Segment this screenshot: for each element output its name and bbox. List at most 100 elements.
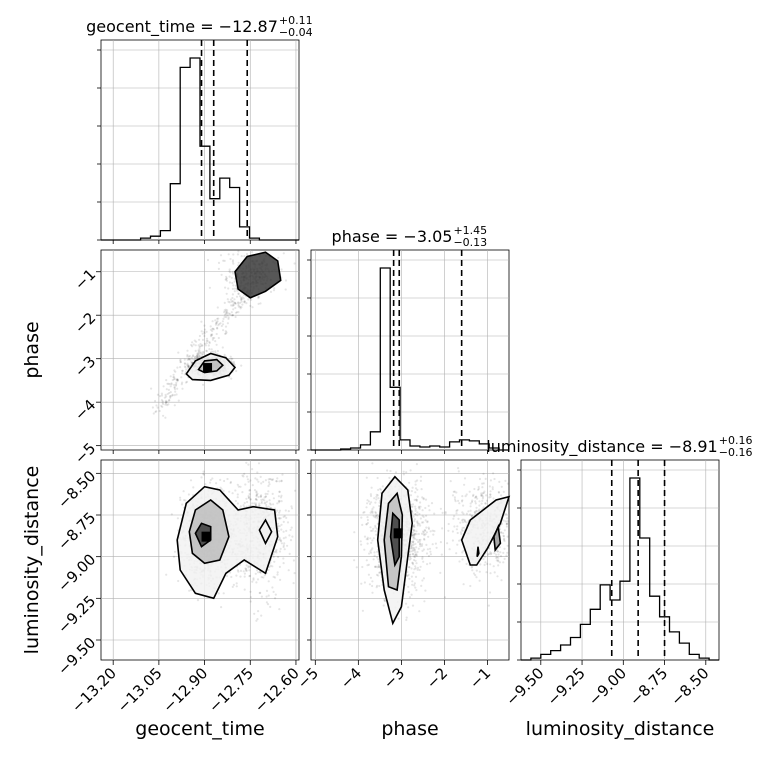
sample-point	[471, 565, 474, 568]
sample-point	[405, 602, 408, 605]
sample-point	[412, 536, 415, 539]
sample-point	[271, 586, 274, 589]
sample-point	[280, 268, 283, 271]
sample-point	[209, 328, 212, 331]
sample-point	[232, 253, 235, 256]
sample-point	[488, 485, 491, 488]
sample-point	[166, 382, 169, 385]
sample-point	[224, 312, 228, 315]
sample-point	[375, 493, 378, 496]
sample-point	[488, 552, 491, 556]
ytick-label-phase: −3	[71, 352, 99, 380]
sample-point	[411, 534, 414, 537]
sample-point	[439, 571, 442, 575]
sample-point	[196, 353, 200, 356]
sample-point	[388, 476, 391, 479]
sample-point	[411, 540, 414, 543]
ytick-label-phase: −4	[71, 396, 99, 424]
sample-point	[419, 543, 422, 546]
sample-point	[482, 491, 485, 495]
sample-point	[496, 575, 499, 578]
sample-point	[415, 498, 418, 501]
sample-point	[186, 353, 189, 357]
sample-point	[409, 550, 412, 553]
histogram-phase	[311, 267, 509, 451]
sample-point	[369, 526, 372, 529]
sample-point	[447, 529, 450, 532]
sample-point	[245, 252, 249, 256]
sample-point	[179, 359, 182, 362]
sample-point	[475, 510, 478, 513]
sample-point	[500, 494, 503, 497]
sample-point	[451, 539, 454, 542]
sample-point	[250, 298, 253, 301]
sample-point	[499, 555, 503, 558]
sample-point	[237, 485, 240, 488]
sample-point	[258, 295, 261, 298]
sample-point	[260, 482, 263, 485]
sample-point	[457, 470, 460, 473]
sample-point	[423, 537, 426, 541]
sample-point	[244, 567, 247, 570]
sample-point	[211, 327, 214, 330]
sample-point	[275, 480, 278, 483]
sample-point	[166, 400, 169, 403]
sample-point	[373, 497, 376, 500]
sample-point	[206, 339, 209, 342]
sample-point	[186, 355, 189, 358]
sample-point	[457, 467, 460, 470]
sample-point	[283, 542, 286, 545]
sample-point	[493, 477, 496, 481]
sample-point	[469, 502, 472, 505]
sample-point	[422, 530, 425, 533]
sample-point	[413, 533, 416, 537]
sample-point	[173, 385, 176, 389]
sample-point	[282, 544, 285, 547]
sample-point	[234, 302, 237, 305]
sample-point	[228, 312, 231, 316]
sample-point	[275, 551, 278, 554]
sample-point	[365, 538, 368, 541]
sample-point	[230, 575, 233, 579]
sample-point	[462, 549, 465, 552]
sample-point	[202, 470, 205, 473]
sample-point	[370, 529, 373, 533]
sample-point	[412, 529, 416, 532]
sample-point	[238, 295, 242, 298]
sample-point	[416, 550, 419, 554]
sample-point	[490, 552, 493, 555]
sample-point	[460, 519, 464, 522]
sample-point	[413, 558, 416, 562]
sample-point	[179, 358, 182, 361]
sample-point	[246, 478, 249, 481]
sample-point	[382, 604, 385, 607]
sample-point	[279, 538, 282, 541]
sample-point	[484, 561, 487, 564]
sample-point	[278, 480, 281, 483]
sample-point	[457, 517, 460, 521]
sample-point	[492, 565, 495, 568]
sample-point	[263, 574, 266, 577]
sample-point	[414, 551, 417, 554]
sample-point	[482, 472, 485, 475]
sample-point	[176, 517, 179, 520]
sample-point	[273, 287, 276, 290]
sample-point	[470, 500, 474, 504]
sample-point	[237, 292, 240, 296]
sample-point	[265, 503, 268, 507]
sample-point	[372, 506, 375, 509]
sample-point	[407, 591, 410, 594]
sample-point	[152, 412, 155, 415]
sample-point	[235, 369, 238, 373]
sample-point	[236, 502, 239, 505]
sample-point	[413, 529, 416, 532]
sample-point	[236, 569, 239, 572]
sample-point	[254, 477, 257, 480]
sample-point	[187, 355, 190, 358]
sample-point	[371, 580, 374, 583]
sample-point	[260, 494, 263, 497]
ytick-label-luminosity_distance: −9.00	[54, 550, 99, 595]
sample-point	[205, 342, 208, 345]
sample-point	[268, 483, 271, 486]
sample-point	[290, 526, 293, 529]
